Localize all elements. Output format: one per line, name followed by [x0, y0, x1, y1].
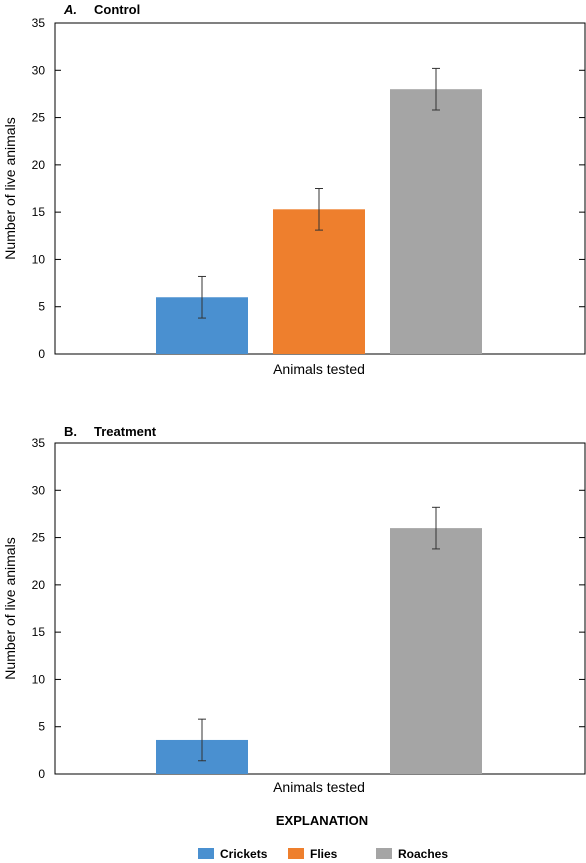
error-bar-crickets [198, 718, 206, 762]
y-tick-label: 20 [32, 578, 46, 592]
x-axis-label: Animals tested [273, 779, 365, 795]
y-tick-label: 15 [32, 205, 46, 219]
legend-label-flies: Flies [310, 847, 338, 861]
error-bar-crickets [198, 275, 206, 319]
legend-title: EXPLANATION [276, 813, 368, 828]
y-tick-label: 10 [32, 672, 46, 686]
y-axis-label: Number of live animals [2, 537, 18, 679]
plot-frame [54, 442, 586, 775]
y-axis-label: Number of live animals [2, 117, 18, 259]
y-tick-label: 25 [32, 111, 46, 125]
panel-title: Control [94, 2, 140, 17]
y-tick-label: 35 [32, 16, 46, 30]
y-tick-label: 20 [32, 158, 46, 172]
y-tick-label: 10 [32, 252, 46, 266]
bar-roaches [390, 89, 482, 354]
y-tick-label: 5 [38, 720, 45, 734]
error-bar-roaches [432, 506, 440, 550]
panel-treatment: 0 5 10 15 20 25 30 35 B. Treatment Animals tested N… [2, 424, 586, 795]
y-tick-label: 35 [32, 436, 46, 450]
y-tick-label: 5 [38, 300, 45, 314]
x-axis-label: Animals tested [273, 361, 365, 377]
legend-swatch-roaches [376, 848, 392, 859]
y-tick-label: 0 [38, 767, 45, 781]
legend: EXPLANATION Crickets Flies Roaches [198, 813, 448, 861]
legend-label-crickets: Crickets [220, 847, 268, 861]
error-bar-flies [315, 188, 323, 231]
legend-swatch-flies [288, 848, 304, 859]
y-tick-label: 0 [38, 347, 45, 361]
panel-letter: A. [63, 2, 77, 17]
y-tick-label: 25 [32, 531, 46, 545]
panel-control: 0 5 10 15 20 25 30 35 A. Control Animals tested Num… [2, 2, 586, 377]
y-tick-label: 30 [32, 483, 46, 497]
error-bar-roaches [432, 67, 440, 111]
y-tick-label: 15 [32, 625, 46, 639]
panel-title: Treatment [94, 424, 157, 439]
legend-swatch-crickets [198, 848, 214, 859]
bar-flies [273, 209, 365, 354]
y-tick-label: 30 [32, 63, 46, 77]
legend-label-roaches: Roaches [398, 847, 448, 861]
bar-roaches [390, 528, 482, 774]
panel-letter: B. [64, 424, 77, 439]
